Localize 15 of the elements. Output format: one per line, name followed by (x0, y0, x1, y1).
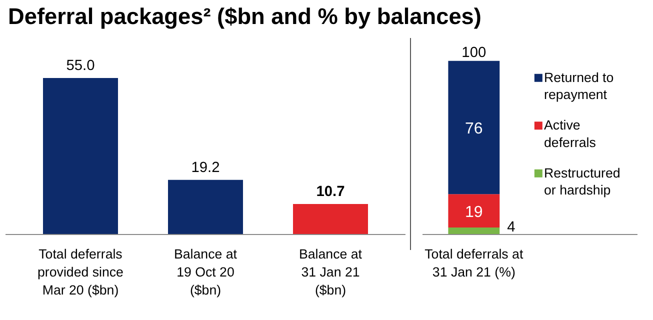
x-tick-label: Balance at 19 Oct 20 ($bn) (174, 246, 238, 298)
chart-title: Deferral packages² ($bn and % by balances) (8, 2, 482, 31)
legend-label: Returned to repayment (544, 70, 614, 102)
x-tick-label: Total deferrals at 31 Jan 21 (%) (424, 246, 524, 280)
legend-label: Active deferrals (544, 118, 596, 150)
total-label: 100 (462, 44, 486, 61)
data-label: 4 (507, 220, 516, 236)
data-label: 55.0 (66, 58, 95, 74)
data-label: 76 (465, 120, 483, 138)
x-tick-label: Total deferrals provided since Mar 20 ($bn) (38, 246, 124, 298)
x-tick-label: Balance at 31 Jan 21 ($bn) (299, 246, 362, 298)
data-label: 19 (465, 204, 483, 221)
data-label: 10.7 (316, 184, 345, 200)
legend-label: Restructured or hardship (544, 165, 620, 198)
data-label: 19.2 (191, 160, 220, 176)
